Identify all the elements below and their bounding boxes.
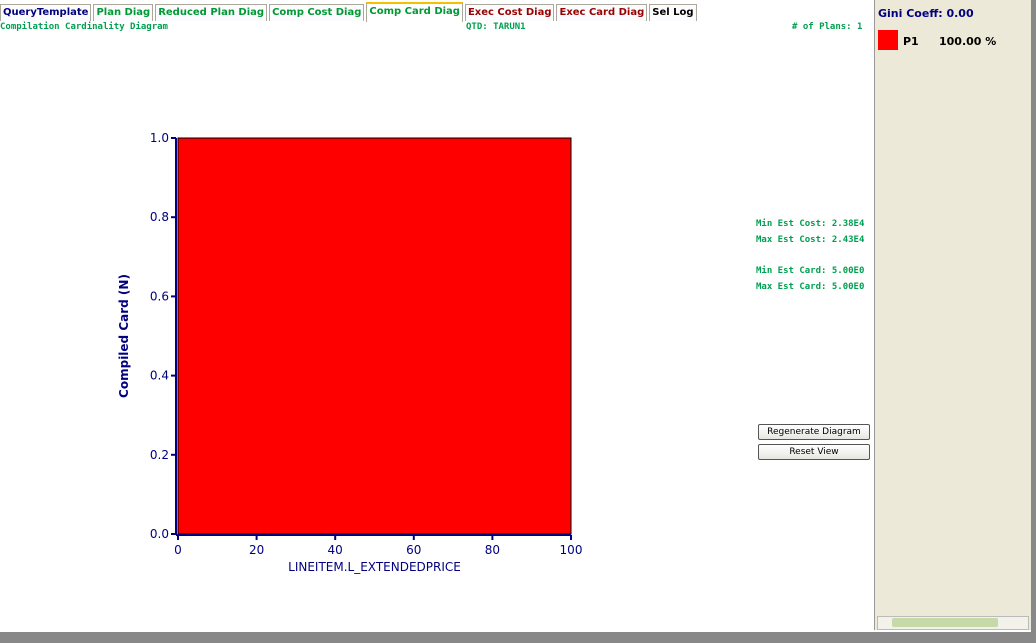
tab[interactable]: Exec Cost Diag bbox=[464, 4, 555, 21]
y-tick-label: 0.0 bbox=[150, 527, 169, 541]
y-tick-label: 0.4 bbox=[150, 369, 169, 383]
stat-text: Min Est Card: 5.00E0 bbox=[756, 266, 865, 276]
x-tick-label: 60 bbox=[406, 543, 421, 557]
tab[interactable]: Sel Log bbox=[649, 4, 697, 21]
y-tick-label: 0.6 bbox=[150, 289, 169, 303]
stat-text: Max Est Cost: 2.43E4 bbox=[756, 235, 865, 245]
x-axis-label: LINEITEM.L_EXTENDEDPRICE bbox=[288, 560, 461, 574]
tab[interactable]: Comp Cost Diag bbox=[269, 4, 365, 21]
chart: 0.0 0.2 0.4 0.6 0.8 1.0 0 20 40 60 80 100 LINEITEM.L… bbox=[117, 131, 583, 574]
stat-text: Min Est Cost: 2.38E4 bbox=[756, 219, 865, 229]
legend-swatch bbox=[878, 30, 898, 50]
x-tick-label: 80 bbox=[485, 543, 500, 557]
tab-bar: QueryTemplate Plan Diag Reduced Plan Diag C… bbox=[0, 2, 697, 22]
button[interactable]: Reset View bbox=[758, 444, 870, 460]
scroll-thumb[interactable] bbox=[892, 618, 998, 627]
plan-count: # of Plans: 1 bbox=[792, 22, 863, 32]
x-tick-label: 20 bbox=[249, 543, 264, 557]
qtd-label: QTD: TARUN1 bbox=[466, 22, 526, 32]
x-tick-label: 40 bbox=[328, 543, 343, 557]
scrollbar[interactable] bbox=[877, 616, 1029, 630]
y-tick-label: 0.8 bbox=[150, 210, 169, 224]
tab[interactable]: Reduced Plan Diag bbox=[155, 4, 268, 21]
y-tick-label: 0.2 bbox=[150, 448, 169, 462]
tab[interactable]: Exec Card Diag bbox=[556, 4, 648, 21]
stat-text: Max Est Card: 5.00E0 bbox=[756, 282, 865, 292]
x-tick-label: 0 bbox=[174, 543, 182, 557]
legend-share: 100.00 % bbox=[939, 35, 997, 48]
gini-coeff: Gini Coeff: 0.00 bbox=[878, 7, 974, 20]
plan-region bbox=[177, 137, 572, 535]
tab[interactable]: QueryTemplate bbox=[0, 4, 92, 21]
y-axis-label: Compiled Card (N) bbox=[117, 274, 131, 398]
tab[interactable]: Comp Card Diag bbox=[366, 2, 463, 22]
button[interactable]: Regenerate Diagram bbox=[758, 424, 870, 440]
diagram-title: Compilation Cardinality Diagram bbox=[0, 22, 168, 32]
x-tick-label: 100 bbox=[560, 543, 583, 557]
y-tick-label: 1.0 bbox=[150, 131, 169, 145]
window-shadow bbox=[1031, 0, 1036, 643]
tab[interactable]: Plan Diag bbox=[93, 4, 154, 21]
sidebar: Gini Coeff: 0.00 P1 100.00 % bbox=[874, 0, 1031, 630]
window-shadow bbox=[0, 632, 1036, 643]
legend-label: P1 bbox=[903, 35, 919, 48]
